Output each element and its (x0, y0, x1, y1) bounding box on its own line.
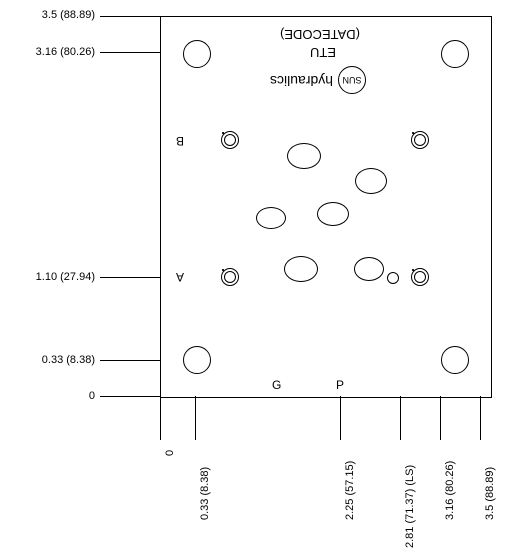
y-tick (100, 360, 160, 361)
port-hole (354, 257, 384, 281)
corner-hole (441, 40, 469, 68)
corner-hole (441, 346, 469, 374)
corner-hole (183, 40, 211, 68)
x-tick (195, 396, 196, 440)
x-dim-label: 0.33 (8.38) (199, 467, 211, 520)
port-g-label: G (272, 378, 281, 392)
y-dim-label: 3.5 (88.89) (42, 9, 95, 21)
y-tick (100, 52, 160, 53)
x-tick (480, 396, 481, 440)
mounting-hole (412, 269, 428, 285)
datecode-text: (DATECODE) (280, 27, 360, 42)
mounting-hole (412, 132, 428, 148)
x-tick (400, 396, 401, 440)
port-hole (256, 207, 286, 229)
ls-hole (387, 272, 399, 284)
x-dim-label: 3.5 (88.89) (484, 467, 496, 520)
y-dim-label: 0.33 (8.38) (42, 354, 95, 366)
x-tick (160, 396, 161, 440)
brand-text: hydraulics (270, 73, 333, 89)
y-tick (100, 16, 160, 17)
port-hole (355, 168, 387, 194)
sun-logo: SUN (338, 66, 366, 94)
x-dim-label: 2.81 (71.37) (LS) (404, 465, 416, 548)
port-p-label: P (336, 378, 344, 392)
x-dim-label: 0 (164, 450, 176, 456)
port-hole (317, 202, 349, 226)
port-b-label: B (176, 134, 184, 148)
y-dim-label: 0 (89, 390, 95, 402)
x-tick (340, 396, 341, 440)
corner-hole (183, 346, 211, 374)
sun-logo-text: SUN (343, 75, 362, 85)
mounting-hole (222, 132, 238, 148)
x-dim-label: 3.16 (80.26) (444, 461, 456, 520)
y-dim-label: 1.10 (27.94) (36, 271, 95, 283)
y-tick (100, 277, 160, 278)
port-hole (284, 256, 318, 282)
y-tick (100, 396, 160, 397)
x-dim-label: 2.25 (57.15) (344, 461, 356, 520)
x-tick (440, 396, 441, 440)
port-hole (287, 143, 321, 169)
mounting-hole (222, 269, 238, 285)
port-a-label: A (176, 270, 184, 284)
y-dim-label: 3.16 (80.26) (36, 46, 95, 58)
etu-text: ETU (310, 45, 336, 60)
